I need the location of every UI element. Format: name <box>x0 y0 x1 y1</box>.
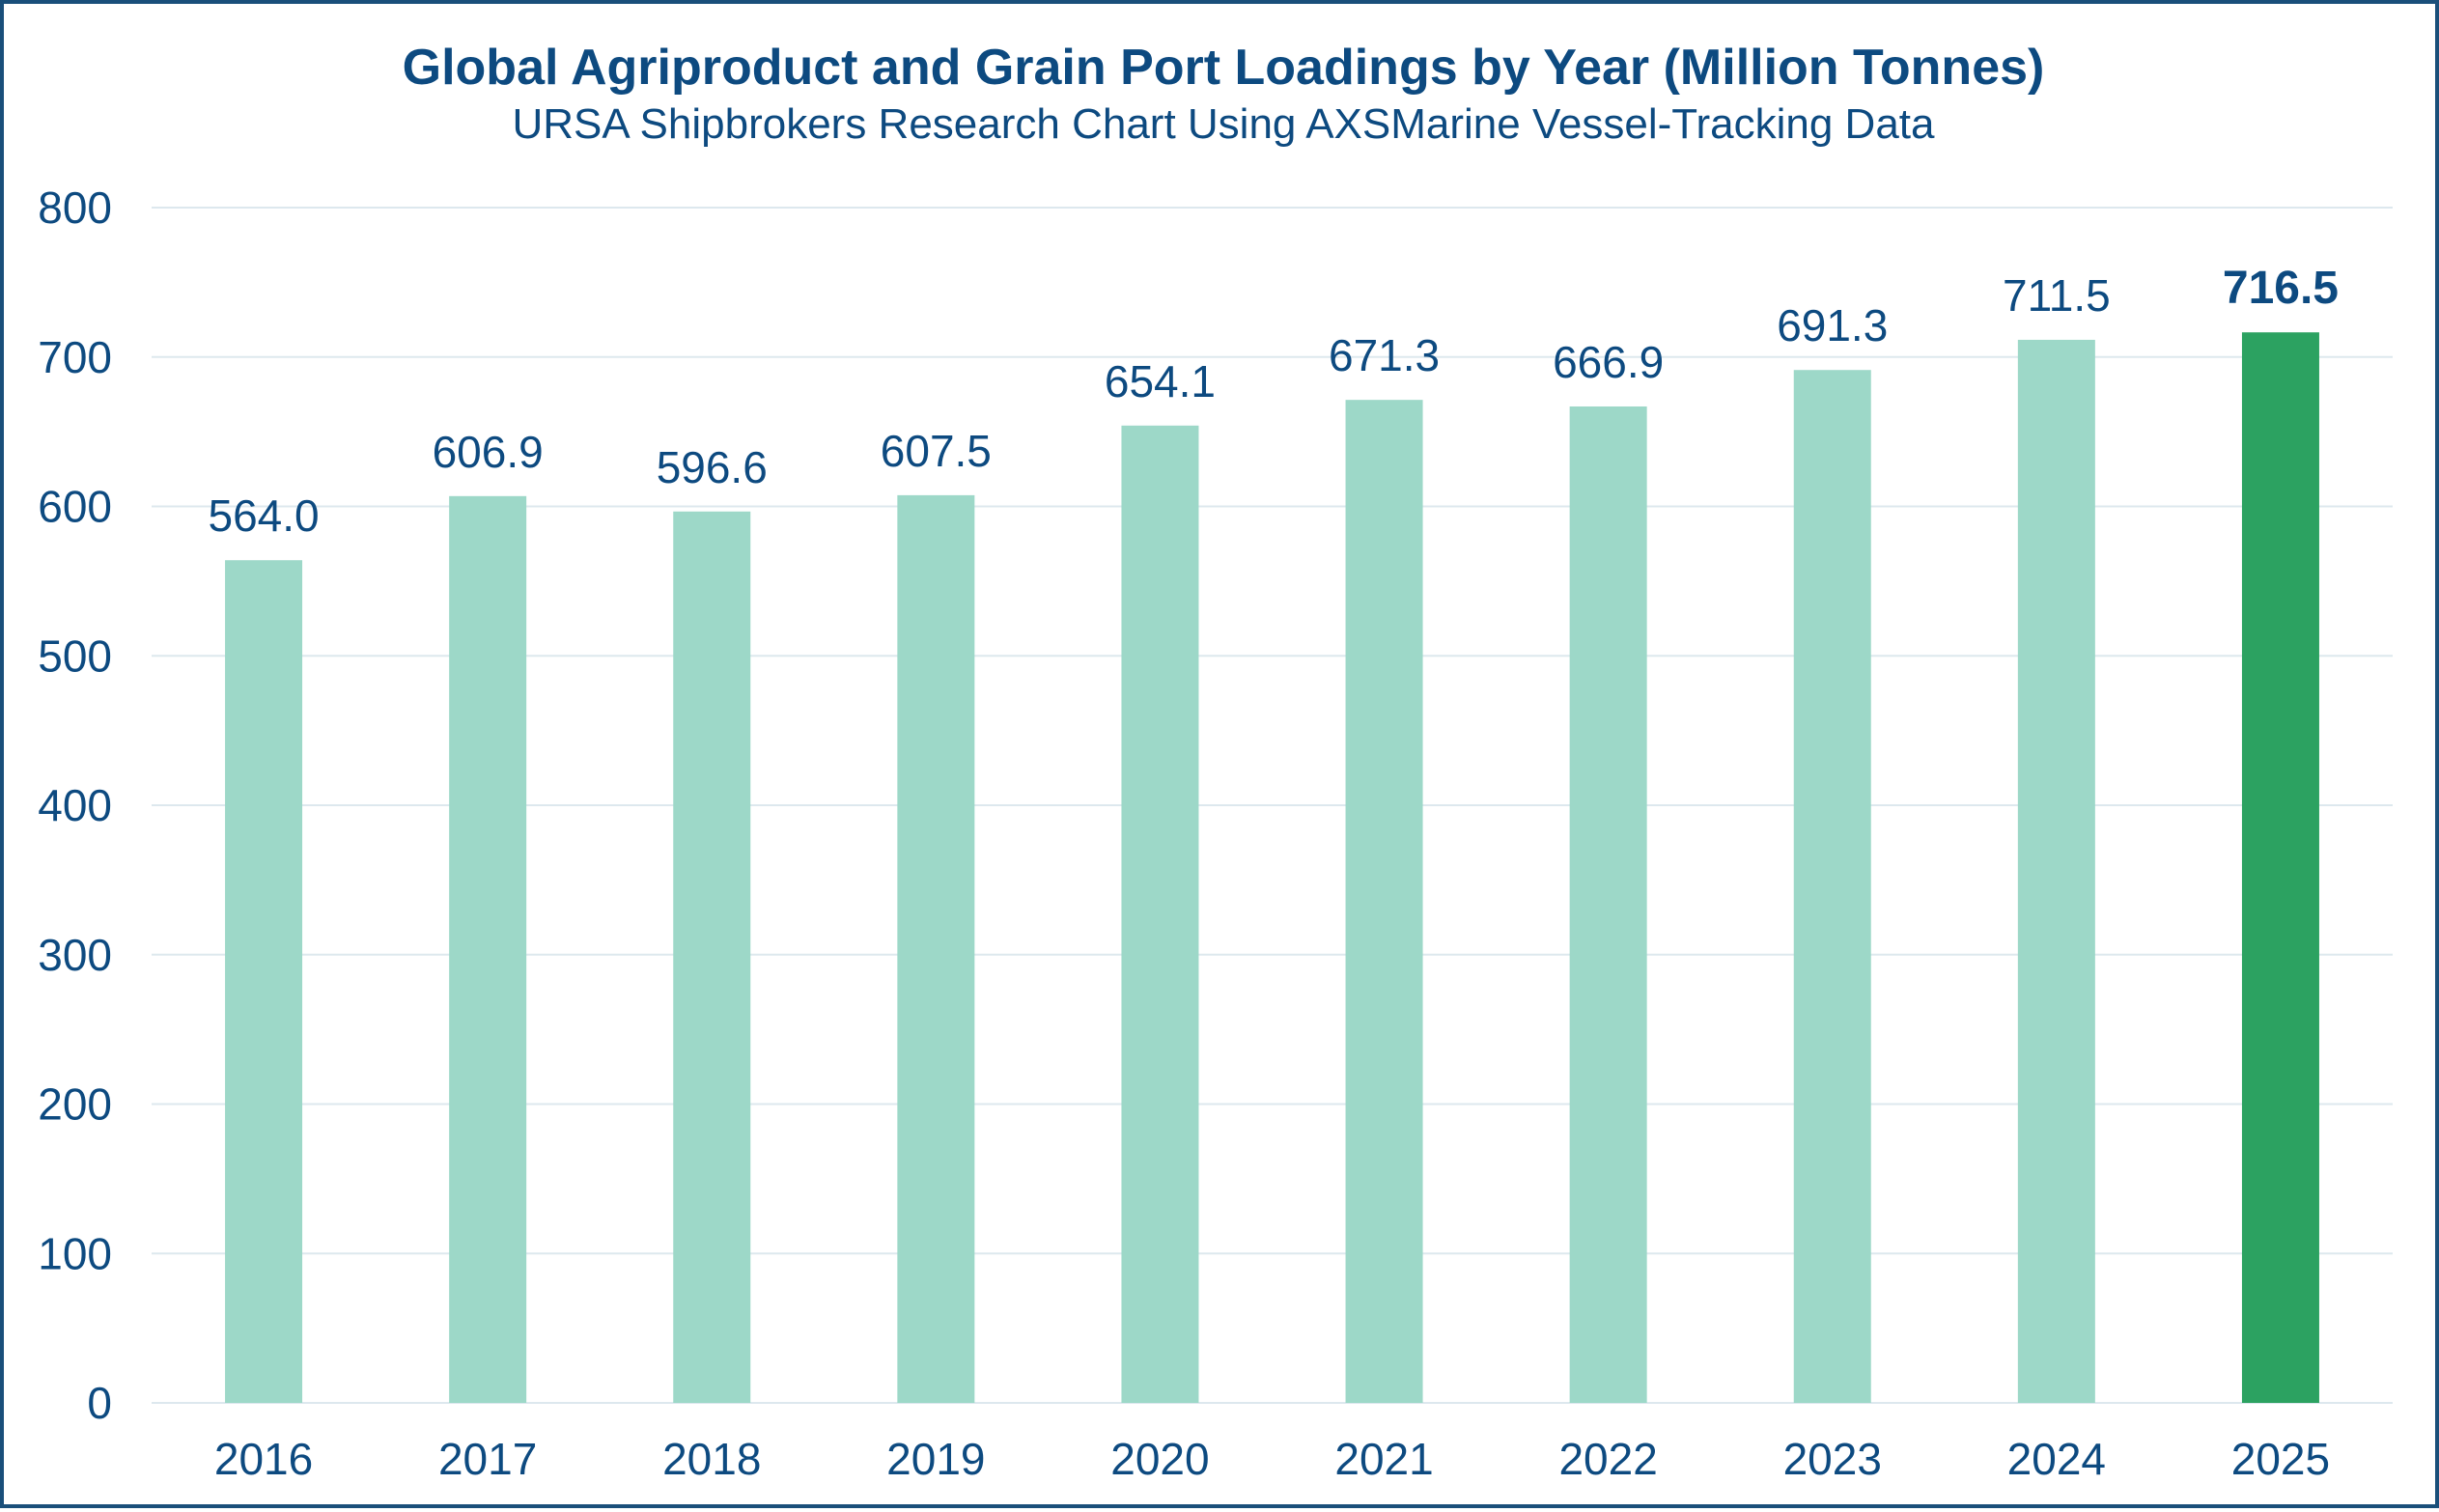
value-label-2017: 606.9 <box>433 427 544 477</box>
x-tick-label-2025: 2025 <box>2231 1434 2330 1484</box>
bar-2016 <box>225 560 303 1403</box>
y-tick-label: 500 <box>38 630 112 681</box>
y-tick-label: 400 <box>38 780 112 830</box>
bar-2019 <box>897 494 975 1403</box>
x-tick-label-2016: 2016 <box>214 1434 313 1484</box>
value-label-2022: 666.9 <box>1553 337 1664 387</box>
y-tick-label: 700 <box>38 332 112 382</box>
y-tick-label: 0 <box>87 1378 112 1428</box>
bar-2024 <box>2017 339 2095 1403</box>
value-label-2021: 671.3 <box>1329 330 1440 380</box>
value-label-2020: 654.1 <box>1105 356 1216 406</box>
y-tick-label: 300 <box>38 930 112 980</box>
bar-2020 <box>1121 425 1199 1403</box>
value-label-2025: 716.5 <box>2223 263 2339 314</box>
bar-2021 <box>1345 400 1423 1404</box>
y-tick-label: 200 <box>38 1079 112 1130</box>
value-label-2016: 564.0 <box>208 490 319 541</box>
value-label-2018: 596.6 <box>657 442 768 492</box>
x-tick-label-2018: 2018 <box>662 1434 761 1484</box>
bar-2022 <box>1569 406 1647 1403</box>
x-tick-label-2024: 2024 <box>2007 1434 2106 1484</box>
x-tick-label-2019: 2019 <box>886 1434 985 1484</box>
x-tick-label-2021: 2021 <box>1334 1434 1433 1484</box>
bar-2023 <box>1793 370 1871 1403</box>
bar-2017 <box>449 495 527 1403</box>
x-tick-label-2022: 2022 <box>1558 1434 1657 1484</box>
chart-title: Global Agriproduct and Grain Port Loadin… <box>402 40 2045 96</box>
x-tick-label-2020: 2020 <box>1110 1434 1209 1484</box>
value-label-2024: 711.5 <box>2003 270 2111 321</box>
x-tick-label-2023: 2023 <box>1783 1434 1882 1484</box>
bar-2025 <box>2241 332 2319 1403</box>
value-label-2023: 691.3 <box>1777 300 1888 350</box>
chart-subtitle: URSA Shipbrokers Research Chart Using AX… <box>512 100 1935 148</box>
y-tick-label: 800 <box>38 182 112 233</box>
y-tick-label: 600 <box>38 482 112 532</box>
value-label-2019: 607.5 <box>881 426 992 476</box>
bar-2018 <box>673 511 751 1403</box>
y-tick-label: 100 <box>38 1228 112 1278</box>
x-tick-label-2017: 2017 <box>438 1434 537 1484</box>
bar-chart: 0 100 200 300 400 500 600 700 800 564.0 2016 606.9 2… <box>38 182 2393 1484</box>
